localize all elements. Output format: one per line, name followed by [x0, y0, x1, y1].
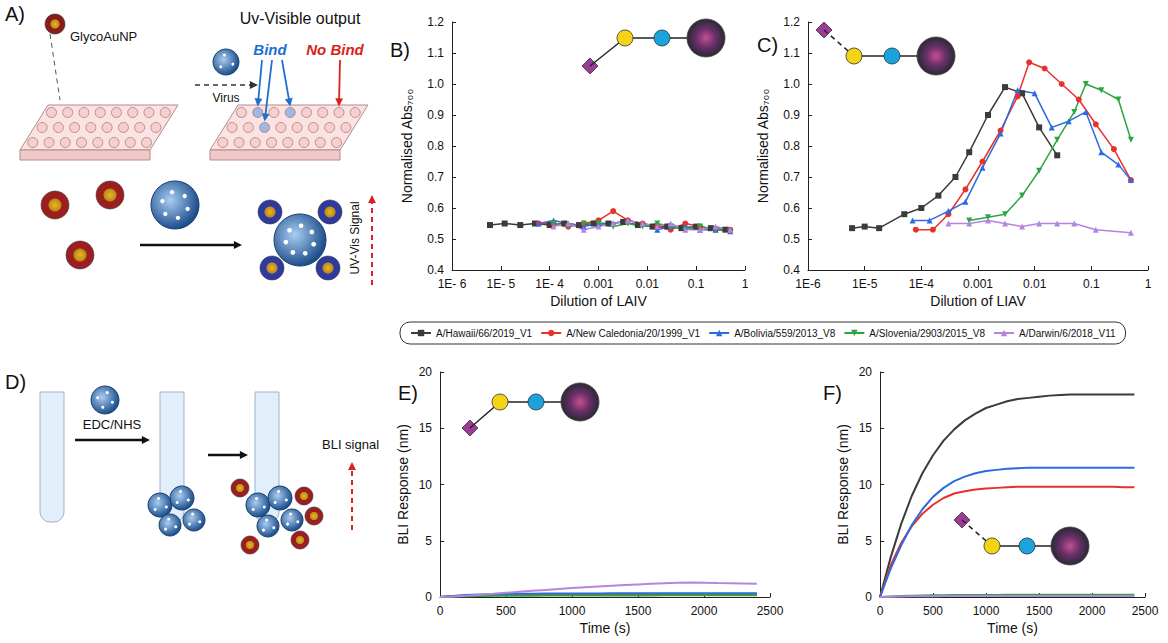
svg-text:5: 5: [425, 534, 432, 548]
svg-text:1E-6: 1E-6: [795, 277, 821, 291]
svg-text:Dilution of LIAV: Dilution of LIAV: [930, 293, 1026, 309]
svg-text:2500: 2500: [1132, 604, 1159, 618]
svg-text:20: 20: [419, 365, 433, 379]
svg-text:0.8: 0.8: [783, 139, 800, 153]
svg-text:Uv-Visible output: Uv-Visible output: [240, 10, 361, 27]
svg-text:A): A): [5, 3, 25, 25]
svg-text:1.2: 1.2: [783, 15, 800, 29]
svg-text:A/New Caledonia/20/1999_V1: A/New Caledonia/20/1999_V1: [566, 328, 700, 339]
svg-text:Dilution of LAIV: Dilution of LAIV: [550, 293, 647, 309]
svg-text:500: 500: [923, 604, 943, 618]
svg-text:Normalised Abs₇₀₀: Normalised Abs₇₀₀: [399, 89, 415, 204]
svg-text:C): C): [757, 34, 778, 56]
svg-text:0.7: 0.7: [427, 170, 444, 184]
svg-text:No Bind: No Bind: [306, 41, 364, 58]
svg-text:2000: 2000: [691, 604, 718, 618]
svg-text:F): F): [823, 382, 842, 404]
svg-text:1.2: 1.2: [427, 15, 444, 29]
svg-text:0.6: 0.6: [783, 201, 800, 215]
svg-text:15: 15: [859, 421, 873, 435]
svg-text:A/Bolivia/559/2013_V8: A/Bolivia/559/2013_V8: [734, 328, 836, 339]
svg-text:20: 20: [859, 365, 873, 379]
svg-text:1: 1: [742, 277, 749, 291]
svg-text:Time (s): Time (s): [580, 620, 631, 636]
svg-text:BLI signal: BLI signal: [322, 437, 379, 452]
svg-text:0: 0: [877, 604, 884, 618]
svg-text:0.1: 0.1: [1083, 277, 1100, 291]
svg-text:0.9: 0.9: [427, 108, 444, 122]
svg-text:0.9: 0.9: [783, 108, 800, 122]
svg-text:0.5: 0.5: [783, 232, 800, 246]
svg-text:UV-Vis Signal: UV-Vis Signal: [348, 201, 362, 274]
svg-text:1E-5: 1E-5: [852, 277, 878, 291]
svg-text:0.4: 0.4: [783, 263, 800, 277]
svg-text:EDC/NHS: EDC/NHS: [83, 417, 142, 432]
svg-text:1.0: 1.0: [783, 77, 800, 91]
svg-text:10: 10: [419, 478, 433, 492]
svg-text:BLI Response (nm): BLI Response (nm): [835, 424, 851, 545]
svg-text:0: 0: [425, 590, 432, 604]
svg-text:15: 15: [419, 421, 433, 435]
svg-text:A/Hawaii/66/2019_V1: A/Hawaii/66/2019_V1: [436, 328, 533, 339]
svg-text:0.1: 0.1: [688, 277, 705, 291]
svg-text:A/Darwin/6/2018_V11: A/Darwin/6/2018_V11: [1019, 328, 1116, 339]
svg-text:0.7: 0.7: [783, 170, 800, 184]
svg-text:1500: 1500: [625, 604, 652, 618]
svg-text:5: 5: [865, 534, 872, 548]
svg-text:1E-4: 1E-4: [909, 277, 935, 291]
svg-text:1E- 5: 1E- 5: [486, 277, 515, 291]
svg-text:Bind: Bind: [253, 41, 287, 58]
svg-text:0.01: 0.01: [1023, 277, 1047, 291]
svg-text:Virus: Virus: [212, 91, 239, 105]
svg-text:1E- 4: 1E- 4: [535, 277, 564, 291]
svg-text:0.8: 0.8: [427, 139, 444, 153]
svg-text:BLI Response (nm): BLI Response (nm): [395, 424, 411, 545]
svg-text:0.001: 0.001: [583, 277, 613, 291]
svg-text:1.1: 1.1: [427, 46, 444, 60]
svg-text:1.1: 1.1: [783, 46, 800, 60]
svg-text:10: 10: [859, 478, 873, 492]
svg-text:0.4: 0.4: [427, 263, 444, 277]
svg-text:GlycoAuNP: GlycoAuNP: [70, 29, 137, 44]
svg-text:D): D): [5, 371, 26, 393]
svg-text:500: 500: [496, 604, 516, 618]
svg-text:E): E): [398, 382, 418, 404]
svg-text:0.6: 0.6: [427, 201, 444, 215]
svg-text:Normalised Abs₇₀₀: Normalised Abs₇₀₀: [755, 89, 771, 204]
svg-text:1.0: 1.0: [427, 77, 444, 91]
svg-text:0.01: 0.01: [636, 277, 660, 291]
svg-text:1500: 1500: [1026, 604, 1053, 618]
svg-text:0.001: 0.001: [963, 277, 993, 291]
svg-text:A/Slovenia/2903/2015_V8: A/Slovenia/2903/2015_V8: [869, 328, 985, 339]
svg-text:2000: 2000: [1079, 604, 1106, 618]
svg-text:0: 0: [865, 590, 872, 604]
svg-text:2500: 2500: [757, 604, 784, 618]
svg-text:0.5: 0.5: [427, 232, 444, 246]
svg-text:Time (s): Time (s): [987, 620, 1038, 636]
svg-text:1000: 1000: [973, 604, 1000, 618]
svg-text:1: 1: [1145, 277, 1152, 291]
svg-text:B): B): [390, 39, 410, 61]
svg-text:1E- 6: 1E- 6: [438, 277, 467, 291]
svg-text:0: 0: [437, 604, 444, 618]
svg-text:1000: 1000: [559, 604, 586, 618]
